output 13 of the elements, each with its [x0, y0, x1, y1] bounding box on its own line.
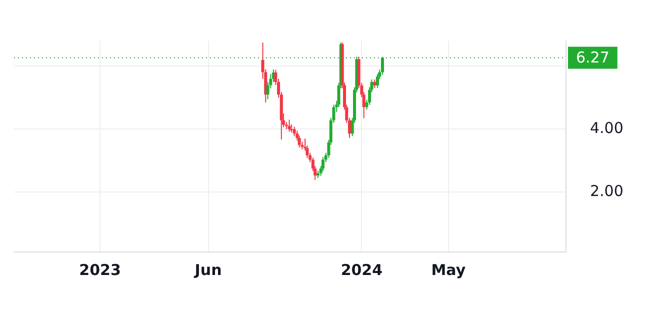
- candlestick: [298, 134, 301, 148]
- candlestick: [292, 126, 296, 137]
- ref-line-label: 6.27: [576, 48, 610, 67]
- candlestick: [290, 124, 293, 133]
- y-tick-label: 2.00: [590, 182, 624, 200]
- x-tick-label: 2023: [79, 260, 121, 279]
- candlestick: [321, 156, 324, 172]
- y-tick-label: 4.00: [590, 119, 624, 138]
- x-tick-label: Jun: [194, 260, 222, 279]
- candlestick: [376, 74, 379, 88]
- x-tick-label: May: [431, 260, 466, 279]
- candlestick: [288, 119, 291, 132]
- x-tick-label: 2024: [340, 260, 383, 279]
